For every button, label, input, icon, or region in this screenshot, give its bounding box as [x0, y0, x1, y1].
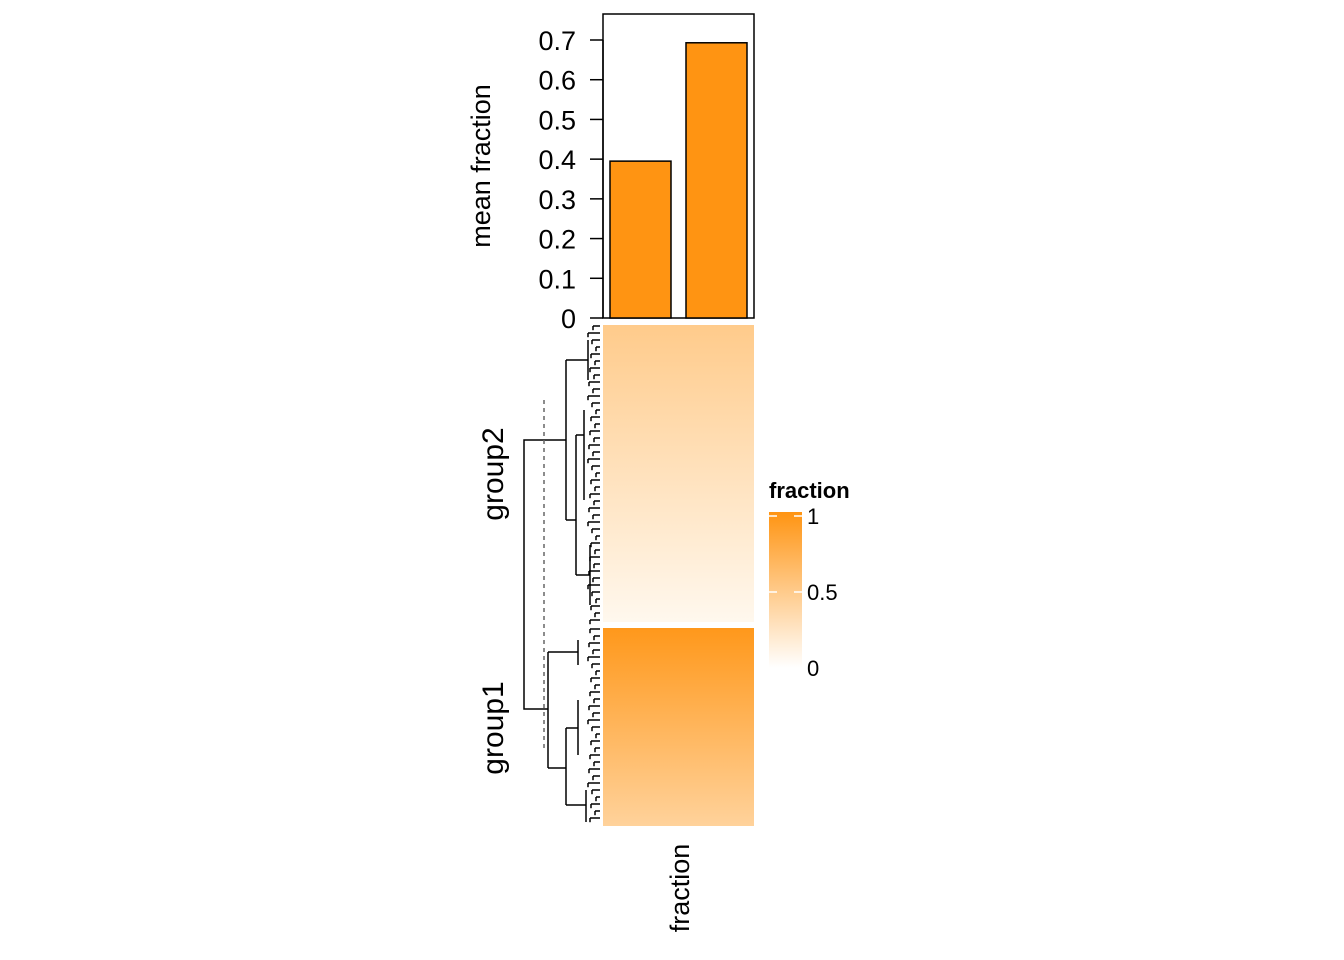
column-label: fraction [665, 844, 695, 933]
row-group-label-group2: group2 [477, 427, 510, 520]
bar-mark [609, 160, 672, 319]
dendrogram-branch [548, 651, 578, 805]
dendrogram-branch [576, 340, 590, 576]
bar-y-tick-label: 0.5 [538, 105, 576, 135]
bar-y-tick-label: 0 [561, 304, 576, 334]
mean-fraction-bar-chart: 0 0.1 0.2 0.3 0.4 0.5 0.6 0.7 mean fraction [466, 13, 755, 334]
legend-color-bar [769, 512, 802, 668]
bar-y-axis-title: mean fraction [466, 84, 496, 248]
legend-tick-label: 0.5 [807, 580, 838, 605]
bar-y-tick-label: 0.4 [538, 145, 576, 175]
legend-ticks: 10.50 [769, 504, 838, 681]
dendrogram-branch [583, 410, 591, 605]
row-dendrogram [523, 325, 600, 823]
dendrogram-branch [566, 359, 588, 575]
heatmap-cell-group2 [603, 325, 754, 622]
legend-title: fraction [769, 478, 850, 503]
bar-y-axis-ticks: 0 0.1 0.2 0.3 0.4 0.5 0.6 0.7 [538, 26, 603, 334]
dendrogram-branch [566, 640, 586, 806]
dendrogram-branch [577, 700, 587, 822]
bar-y-tick-label: 0.7 [538, 26, 576, 56]
dendrogram-root [523, 439, 566, 710]
bar-y-tick-label: 0.3 [538, 185, 576, 215]
color-legend: fraction 10.50 [769, 478, 850, 681]
legend-tick-label: 0 [807, 656, 819, 681]
row-group-label-group1: group1 [477, 681, 510, 774]
bar-mark [685, 42, 748, 319]
bar-y-tick-label: 0.1 [538, 264, 576, 294]
heatmap-cell-group1 [603, 628, 754, 826]
heatmap-body [603, 325, 754, 826]
bar-y-tick-label: 0.6 [538, 66, 576, 96]
dendrogram-leaves [548, 325, 600, 823]
bar-marks [609, 42, 748, 319]
legend-tick-label: 1 [807, 504, 819, 529]
bar-y-tick-label: 0.2 [538, 225, 576, 255]
